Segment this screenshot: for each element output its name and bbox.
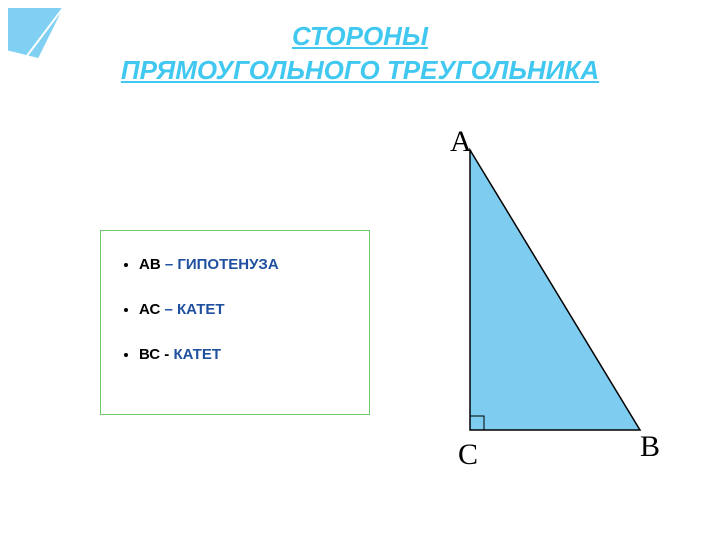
title-line-1: СТОРОНЫ <box>0 20 720 54</box>
title-line-2: ПРЯМОУГОЛЬНОГО ТРЕУГОЛЬНИКА <box>0 54 720 88</box>
legend-item: АВ – ГИПОТЕНУЗА <box>139 256 349 273</box>
legend-item: АС – КАТЕТ <box>139 301 349 318</box>
legend-list: АВ – ГИПОТЕНУЗААС – КАТЕТВС - КАТЕТ <box>121 256 349 363</box>
side-name: ВС <box>139 346 164 363</box>
legend-item: ВС - КАТЕТ <box>139 346 349 363</box>
corner-decoration <box>8 8 63 63</box>
side-dash: – <box>164 301 177 318</box>
vertex-label-c: С <box>458 438 478 472</box>
side-dash: – <box>165 256 178 273</box>
side-label: КАТЕТ <box>177 301 225 318</box>
side-label: ГИПОТЕНУЗА <box>177 256 278 273</box>
side-name: АС <box>139 301 164 318</box>
vertex-label-a: А <box>450 125 472 159</box>
side-label: КАТЕТ <box>173 346 221 363</box>
triangle-diagram: А С В <box>430 120 690 480</box>
page-title: СТОРОНЫ ПРЯМОУГОЛЬНОГО ТРЕУГОЛЬНИКА <box>0 0 720 88</box>
vertex-label-b: В <box>640 430 660 464</box>
side-name: АВ <box>139 256 165 273</box>
legend-box: АВ – ГИПОТЕНУЗААС – КАТЕТВС - КАТЕТ <box>100 230 370 415</box>
